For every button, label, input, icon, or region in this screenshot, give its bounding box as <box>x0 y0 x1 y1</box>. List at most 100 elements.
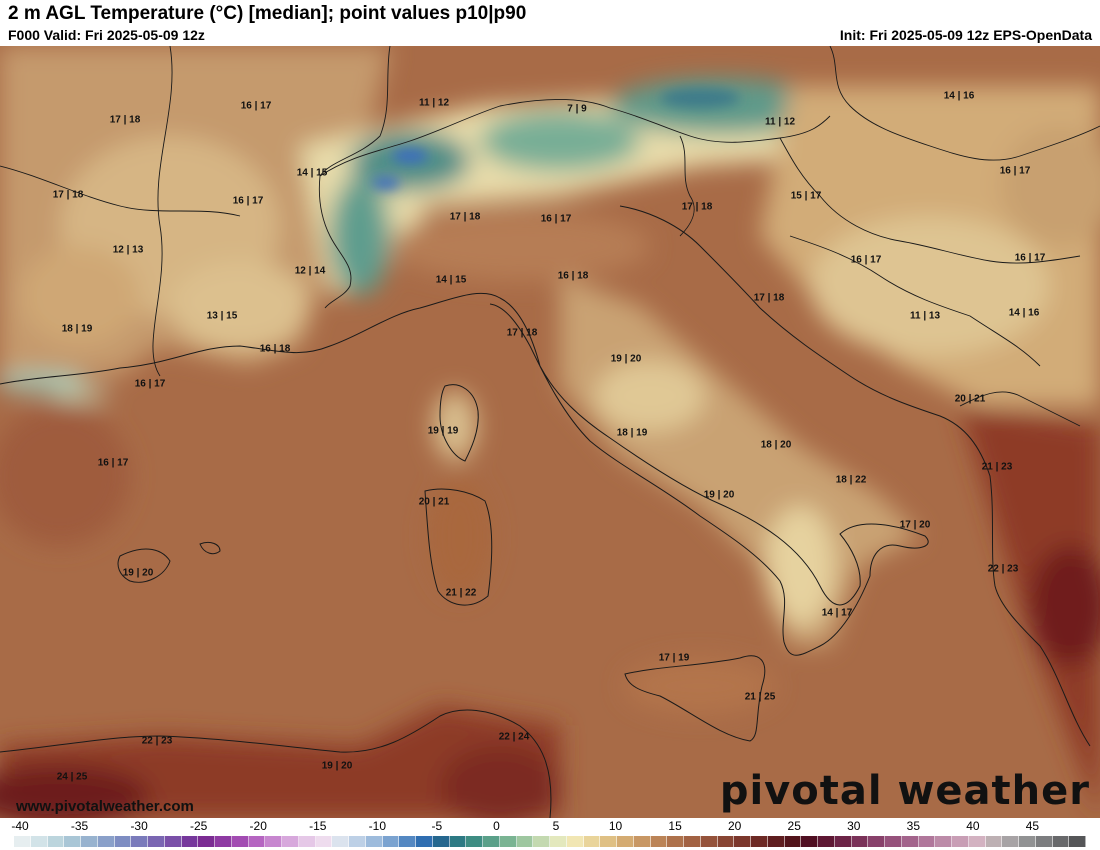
scale-swatch <box>935 836 952 847</box>
scale-tick-label: -15 <box>309 819 327 833</box>
scale-color-bar <box>14 836 1086 847</box>
point-value-label: 14 | 15 <box>296 167 328 179</box>
point-value-label: 16 | 17 <box>540 213 572 225</box>
scale-tick-label: 10 <box>608 819 623 833</box>
land-shading <box>0 46 1100 818</box>
scale-swatch <box>868 836 885 847</box>
scale-swatch <box>885 836 902 847</box>
color-scale: -40 -35 -30 -25 -20 -15 -10 -5 0 5 10 15 20 25 30 35 40 4… <box>0 818 1100 850</box>
scale-swatch <box>918 836 936 847</box>
scale-tick-labels: -40 -35 -30 -25 -20 -15 -10 -5 0 5 10 15 20 25 30 35 40 4… <box>0 819 1100 833</box>
scale-swatch <box>215 836 232 847</box>
point-value-label: 14 | 16 <box>943 90 975 102</box>
point-value-label: 16 | 17 <box>134 378 166 390</box>
point-value-label: 16 | 18 <box>259 343 291 355</box>
scale-swatch <box>1002 836 1019 847</box>
scale-swatch <box>1019 836 1036 847</box>
point-value-label: 11 | 13 <box>909 310 941 322</box>
scale-swatch <box>684 836 701 847</box>
scale-tick-label: 15 <box>668 819 682 833</box>
scale-tick-label: -30 <box>130 819 148 833</box>
scale-tick-label: 0 <box>493 819 500 833</box>
scale-swatch <box>784 836 802 847</box>
scale-swatch <box>97 836 115 847</box>
point-value-label: 18 | 19 <box>61 323 93 335</box>
scale-swatch <box>583 836 601 847</box>
point-value-label: 13 | 15 <box>206 310 238 322</box>
point-value-label: 21 | 25 <box>744 691 776 703</box>
watermark-url: www.pivotalweather.com <box>16 798 194 815</box>
point-value-label: 20 | 21 <box>954 393 986 405</box>
point-value-label: 16 | 18 <box>557 270 589 282</box>
scale-swatch <box>533 836 550 847</box>
valid-time: F000 Valid: Fri 2025-05-09 12z <box>8 27 205 43</box>
scale-swatch <box>650 836 668 847</box>
scale-swatch <box>332 836 349 847</box>
scale-tick-label: -40 <box>11 819 29 833</box>
point-value-label: 18 | 22 <box>835 474 867 486</box>
point-value-label: 21 | 22 <box>445 587 477 599</box>
point-value-label: 11 | 12 <box>418 97 450 109</box>
scale-swatch <box>801 836 818 847</box>
scale-swatch <box>114 836 132 847</box>
point-value-label: 20 | 21 <box>418 496 450 508</box>
scale-swatch <box>47 836 65 847</box>
point-value-label: 18 | 20 <box>760 439 792 451</box>
point-value-label: 19 | 20 <box>703 489 735 501</box>
point-value-label: 17 | 18 <box>52 189 84 201</box>
map-header: 2 m AGL Temperature (°C) [median]; point… <box>0 0 1100 46</box>
point-value-label: 14 | 17 <box>821 607 853 619</box>
map-title: 2 m AGL Temperature (°C) [median]; point… <box>8 3 527 24</box>
scale-swatch <box>181 836 199 847</box>
scale-swatch <box>600 836 617 847</box>
scale-tick-label: 25 <box>787 819 801 833</box>
scale-swatch <box>298 836 316 847</box>
scale-tick-label: 5 <box>552 819 560 833</box>
scale-tick-label: 35 <box>906 819 921 833</box>
scale-tick-label: 45 <box>1025 819 1040 833</box>
scale-swatch <box>1035 836 1053 847</box>
point-value-label: 24 | 25 <box>56 771 88 783</box>
scale-tick-label: -20 <box>249 819 267 833</box>
point-value-label: 18 | 19 <box>616 427 648 439</box>
point-value-label: 12 | 14 <box>294 265 326 277</box>
scale-swatch <box>751 836 768 847</box>
scale-swatch <box>667 836 684 847</box>
scale-swatch <box>952 836 969 847</box>
point-value-label: 17 | 20 <box>899 519 931 531</box>
scale-swatch <box>349 836 366 847</box>
scale-swatch <box>734 836 751 847</box>
point-value-label: 17 | 18 <box>753 292 785 304</box>
scale-tick-label: -10 <box>368 819 386 833</box>
point-value-label: 19 | 19 <box>427 425 459 437</box>
scale-swatch <box>198 836 215 847</box>
scale-swatch <box>1052 836 1070 847</box>
scale-swatch <box>365 836 383 847</box>
scale-swatch <box>700 836 718 847</box>
point-value-label: 22 | 23 <box>141 735 173 747</box>
scale-swatch <box>466 836 483 847</box>
scale-swatch <box>248 836 266 847</box>
scale-swatch <box>64 836 81 847</box>
scale-swatch <box>231 836 249 847</box>
scale-tick-label: 20 <box>727 819 742 833</box>
point-value-label: 17 | 19 <box>658 652 690 664</box>
scale-swatch <box>483 836 500 847</box>
point-value-label: 22 | 24 <box>498 731 530 743</box>
scale-tick-label: -25 <box>189 819 208 833</box>
map-background <box>0 46 1100 818</box>
point-value-label: 17 | 18 <box>681 201 713 213</box>
scale-swatch <box>382 836 400 847</box>
cold-spots <box>372 88 740 189</box>
scale-swatch <box>499 836 517 847</box>
scale-swatch <box>901 836 919 847</box>
scale-swatch <box>81 836 98 847</box>
temperature-map[interactable]: 16 | 17 17 | 18 11 | 12 7 | 9 11 | 12 14 | 16… <box>0 46 1100 818</box>
point-value-label: 16 | 17 <box>232 195 264 207</box>
country-borders <box>0 46 1100 427</box>
scale-swatch <box>968 836 986 847</box>
point-value-label: 16 | 17 <box>850 254 882 266</box>
point-value-label: 19 | 20 <box>122 567 154 579</box>
point-value-label: 17 | 18 <box>506 327 538 339</box>
point-value-label: 19 | 20 <box>321 760 353 772</box>
